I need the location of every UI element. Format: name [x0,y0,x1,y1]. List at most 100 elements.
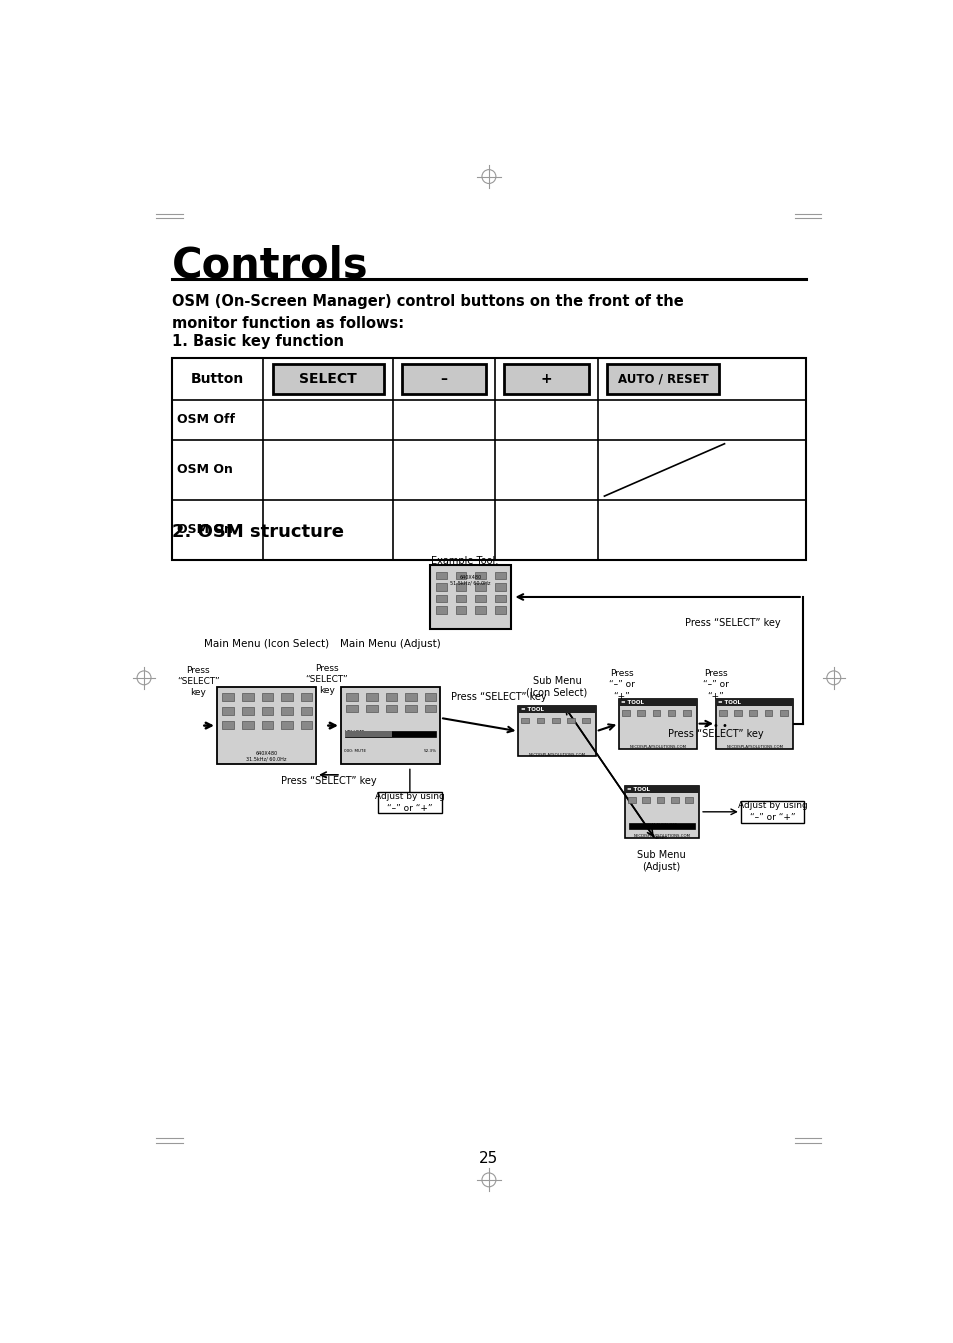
Bar [551,719,559,724]
Text: • • •: • • • [703,721,727,731]
Text: Press
“SELECT”
key: Press “SELECT” key [305,663,348,696]
Text: OSM On: OSM On [176,463,233,477]
Bar [716,698,793,705]
Bar [281,721,293,729]
Text: = TOOL: = TOOL [620,700,644,705]
Text: Adjust by using
“–” or “+”: Adjust by using “–” or “+” [737,802,806,822]
Text: NECDISPLAYSOLUTIONS.COM: NECDISPLAYSOLUTIONS.COM [528,752,585,756]
Bar [581,719,589,724]
Text: Button: Button [191,372,244,385]
Bar [670,798,679,803]
Text: 640X480: 640X480 [255,751,277,756]
Bar [172,357,805,560]
Bar [517,706,596,756]
Bar [405,693,416,701]
Text: Example Tool:: Example Tool: [431,556,498,567]
Bar [719,710,726,716]
Bar [366,705,377,713]
Text: = TOOL: = TOOL [520,708,543,712]
Bar [424,705,436,713]
Bar [222,693,233,701]
Bar [521,719,529,724]
Text: AUTO / RESET: AUTO / RESET [618,372,708,385]
Bar [740,800,803,823]
Bar [424,693,436,701]
Bar [624,786,698,792]
Text: NECDISPLAYSOLUTIONS.COM: NECDISPLAYSOLUTIONS.COM [725,745,782,749]
Text: 485EC.: 485EC. [654,837,668,841]
Bar [624,786,698,838]
Bar [495,572,505,579]
Bar [621,710,629,716]
Bar [281,708,293,714]
Bar [222,708,233,714]
Bar [475,606,486,614]
Bar [456,606,466,614]
Bar [344,731,392,737]
Bar [779,710,787,716]
Bar [346,693,357,701]
Text: = TOOL: = TOOL [718,700,740,705]
Bar [641,798,649,803]
Bar [607,364,719,393]
Bar [261,693,273,701]
Bar [475,595,486,603]
Text: Sub Menu
(Adjust): Sub Menu (Adjust) [637,850,685,872]
Bar [628,823,694,829]
Text: Adjust by using
“–” or “+”: Adjust by using “–” or “+” [375,792,444,813]
Text: 1. Basic key function: 1. Basic key function [172,334,344,349]
Text: Press
“SELECT”
key: Press “SELECT” key [177,666,219,697]
Bar [566,719,574,724]
Text: OSM (On-Screen Manager) control buttons on the front of the
monitor function as : OSM (On-Screen Manager) control buttons … [172,294,683,330]
Text: +: + [540,372,552,385]
Bar [385,693,396,701]
Bar [618,698,696,748]
Bar [436,595,446,603]
Bar [261,708,273,714]
Text: 000: MUTE: 000: MUTE [344,748,366,752]
Bar [300,721,313,729]
Bar [242,693,253,701]
Bar [652,710,659,716]
Bar [402,364,485,393]
Text: 2. OSM structure: 2. OSM structure [172,522,344,541]
Text: Press “SELECT” key: Press “SELECT” key [451,693,546,702]
Bar [456,583,466,591]
Bar [456,572,466,579]
Bar [300,693,313,701]
Bar [344,731,436,737]
Text: Press
“–” or
“+”: Press “–” or “+” [608,669,634,701]
Bar [346,705,357,713]
Text: NECDISPLAYSOLUTIONS.COM: NECDISPLAYSOLUTIONS.COM [629,745,685,749]
Text: 51.5kHz/ 60.0Hz: 51.5kHz/ 60.0Hz [450,580,490,586]
Text: Press “SELECT” key: Press “SELECT” key [684,618,780,627]
Bar [763,710,772,716]
Bar [627,798,635,803]
Bar [216,688,315,764]
Text: 640X480: 640X480 [458,575,481,580]
Bar [436,572,446,579]
Bar [475,572,486,579]
Text: VOLUME: VOLUME [344,731,365,735]
Bar [281,693,293,701]
Bar [682,710,690,716]
Bar [637,710,644,716]
Bar [366,693,377,701]
Bar [618,698,696,705]
Text: SELECT: SELECT [299,372,356,385]
Text: Press “SELECT” key: Press “SELECT” key [667,729,763,739]
Text: –: – [440,372,447,385]
Text: OSM On: OSM On [176,524,233,536]
Bar [517,706,596,713]
Bar [684,798,693,803]
Text: NECDISPLAYSOLUTIONS.COM: NECDISPLAYSOLUTIONS.COM [633,834,690,838]
Bar [475,583,486,591]
Bar [242,708,253,714]
Text: OSM Off: OSM Off [176,414,234,426]
Bar [456,595,466,603]
Bar [734,710,741,716]
Bar [436,606,446,614]
Text: Sub Menu
(Icon Select): Sub Menu (Icon Select) [526,676,587,698]
Text: 31.5kHz/ 60.0Hz: 31.5kHz/ 60.0Hz [246,756,287,761]
Bar [273,364,383,393]
